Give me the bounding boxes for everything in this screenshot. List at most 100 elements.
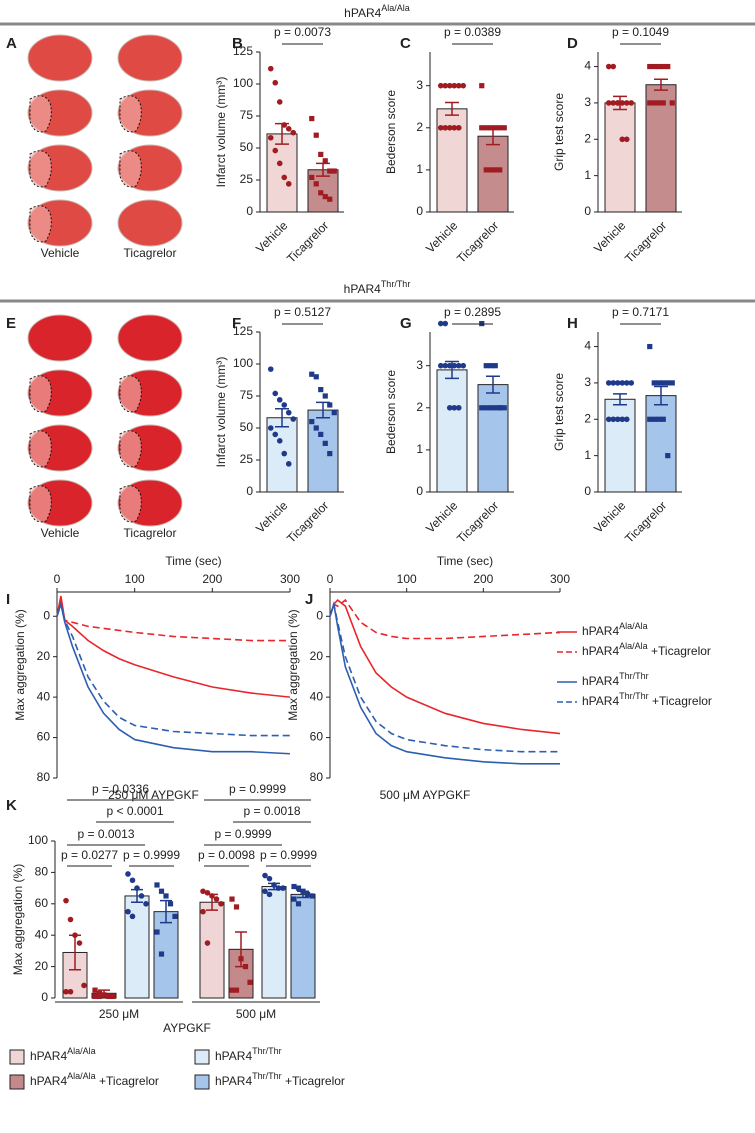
data-point bbox=[669, 380, 675, 386]
p-value: p = 0.5127 bbox=[274, 305, 331, 319]
y-tick-label: 1 bbox=[416, 162, 423, 176]
data-point bbox=[437, 124, 444, 131]
infarct-outline bbox=[29, 150, 52, 188]
data-point bbox=[446, 362, 453, 369]
infarct-outline bbox=[29, 430, 52, 468]
y-tick-label: 20 bbox=[35, 959, 49, 973]
data-point bbox=[614, 100, 621, 106]
y-tick-label: 1 bbox=[416, 442, 423, 456]
data-point bbox=[163, 893, 169, 899]
y-axis-label: Infarct volume (mm³) bbox=[214, 357, 228, 468]
data-point bbox=[67, 988, 74, 995]
data-point bbox=[101, 992, 107, 998]
data-point bbox=[322, 440, 328, 446]
data-point bbox=[437, 362, 444, 369]
data-point bbox=[238, 956, 244, 962]
y-tick-label: 3 bbox=[416, 78, 423, 92]
panel-letter: B bbox=[232, 35, 243, 52]
data-point bbox=[129, 913, 136, 920]
data-point bbox=[262, 888, 268, 895]
data-point bbox=[209, 893, 215, 899]
y-tick-label: 50 bbox=[240, 140, 254, 154]
panel-letter: K bbox=[6, 797, 17, 814]
data-point bbox=[134, 885, 140, 891]
data-point bbox=[492, 125, 498, 131]
x-tick-label: Vehicle bbox=[423, 218, 460, 255]
section-title: hPAR4Ala/Ala bbox=[344, 3, 410, 20]
data-point bbox=[72, 932, 78, 938]
data-point bbox=[309, 893, 315, 899]
data-point bbox=[623, 416, 630, 423]
error-bar bbox=[654, 78, 668, 91]
bar bbox=[290, 893, 316, 999]
data-point bbox=[63, 897, 69, 904]
data-point bbox=[272, 147, 279, 154]
data-point bbox=[619, 416, 626, 423]
data-point bbox=[276, 438, 283, 444]
data-point bbox=[291, 896, 297, 902]
y-tick-label: 60 bbox=[310, 730, 324, 744]
error-bar bbox=[275, 408, 289, 428]
data-point bbox=[229, 987, 235, 993]
data-point bbox=[96, 990, 103, 996]
data-point bbox=[331, 410, 337, 416]
data-point bbox=[291, 883, 297, 890]
data-point bbox=[272, 390, 279, 397]
data-point bbox=[76, 940, 83, 946]
data-point bbox=[623, 100, 630, 106]
data-point bbox=[138, 893, 145, 899]
data-point bbox=[488, 167, 494, 173]
y-tick-label: 0 bbox=[43, 608, 50, 622]
data-point bbox=[656, 416, 662, 422]
data-point bbox=[460, 362, 467, 369]
y-tick-label: 100 bbox=[28, 833, 48, 847]
p-value: p = 0.9999 bbox=[123, 848, 180, 862]
y-tick-label: 0 bbox=[41, 990, 48, 1004]
data-point bbox=[455, 124, 462, 131]
legend-entry-base: hPAR4 bbox=[582, 624, 619, 638]
x-tick-label: Ticagrelor bbox=[622, 498, 669, 545]
panel-letter: E bbox=[6, 315, 16, 332]
data-point bbox=[488, 125, 494, 131]
y-tick-label: 20 bbox=[37, 649, 51, 663]
data-point bbox=[610, 100, 617, 106]
p-value: p = 0.9999 bbox=[260, 848, 317, 862]
legend-entry-base: hPAR4 bbox=[582, 694, 619, 708]
y-axis-label: Bederson score bbox=[384, 90, 398, 174]
panel-letter: F bbox=[232, 315, 241, 332]
data-point bbox=[479, 83, 485, 89]
data-point bbox=[605, 416, 612, 423]
data-point bbox=[483, 167, 489, 173]
x-tick-label: 300 bbox=[550, 572, 570, 586]
data-point bbox=[285, 461, 292, 467]
data-point bbox=[619, 100, 626, 106]
x-tick-label: Vehicle bbox=[253, 218, 290, 255]
data-point bbox=[451, 362, 458, 369]
p-value: p = 0.0336 bbox=[92, 782, 149, 796]
y-tick-label: 4 bbox=[584, 339, 591, 353]
p-value: p = 0.0073 bbox=[274, 25, 331, 39]
data-point bbox=[318, 431, 324, 437]
data-point bbox=[497, 167, 503, 173]
data-point bbox=[229, 896, 235, 902]
x-tick-label: 0 bbox=[54, 572, 61, 586]
x-tick-label: Ticagrelor bbox=[454, 498, 501, 545]
y-tick-label: 60 bbox=[37, 730, 51, 744]
panel-letter: C bbox=[400, 35, 411, 52]
data-point bbox=[129, 877, 136, 884]
data-point bbox=[267, 366, 274, 372]
legend-entry: hPAR4Ala/Ala bbox=[582, 621, 648, 638]
panel-letter: A bbox=[6, 35, 17, 52]
data-point bbox=[437, 82, 444, 89]
data-point bbox=[628, 100, 635, 106]
y-tick-label: 1 bbox=[584, 168, 591, 182]
data-point bbox=[442, 362, 449, 369]
data-point bbox=[479, 125, 485, 131]
y-axis-label: Max aggregation (%) bbox=[11, 864, 25, 975]
data-point bbox=[281, 122, 288, 128]
p-value: p = 0.0389 bbox=[444, 25, 501, 39]
x-tick-label: Ticagrelor bbox=[284, 218, 331, 265]
bar bbox=[645, 395, 677, 493]
bar bbox=[199, 901, 225, 999]
x-tick-label: 0 bbox=[327, 572, 334, 586]
